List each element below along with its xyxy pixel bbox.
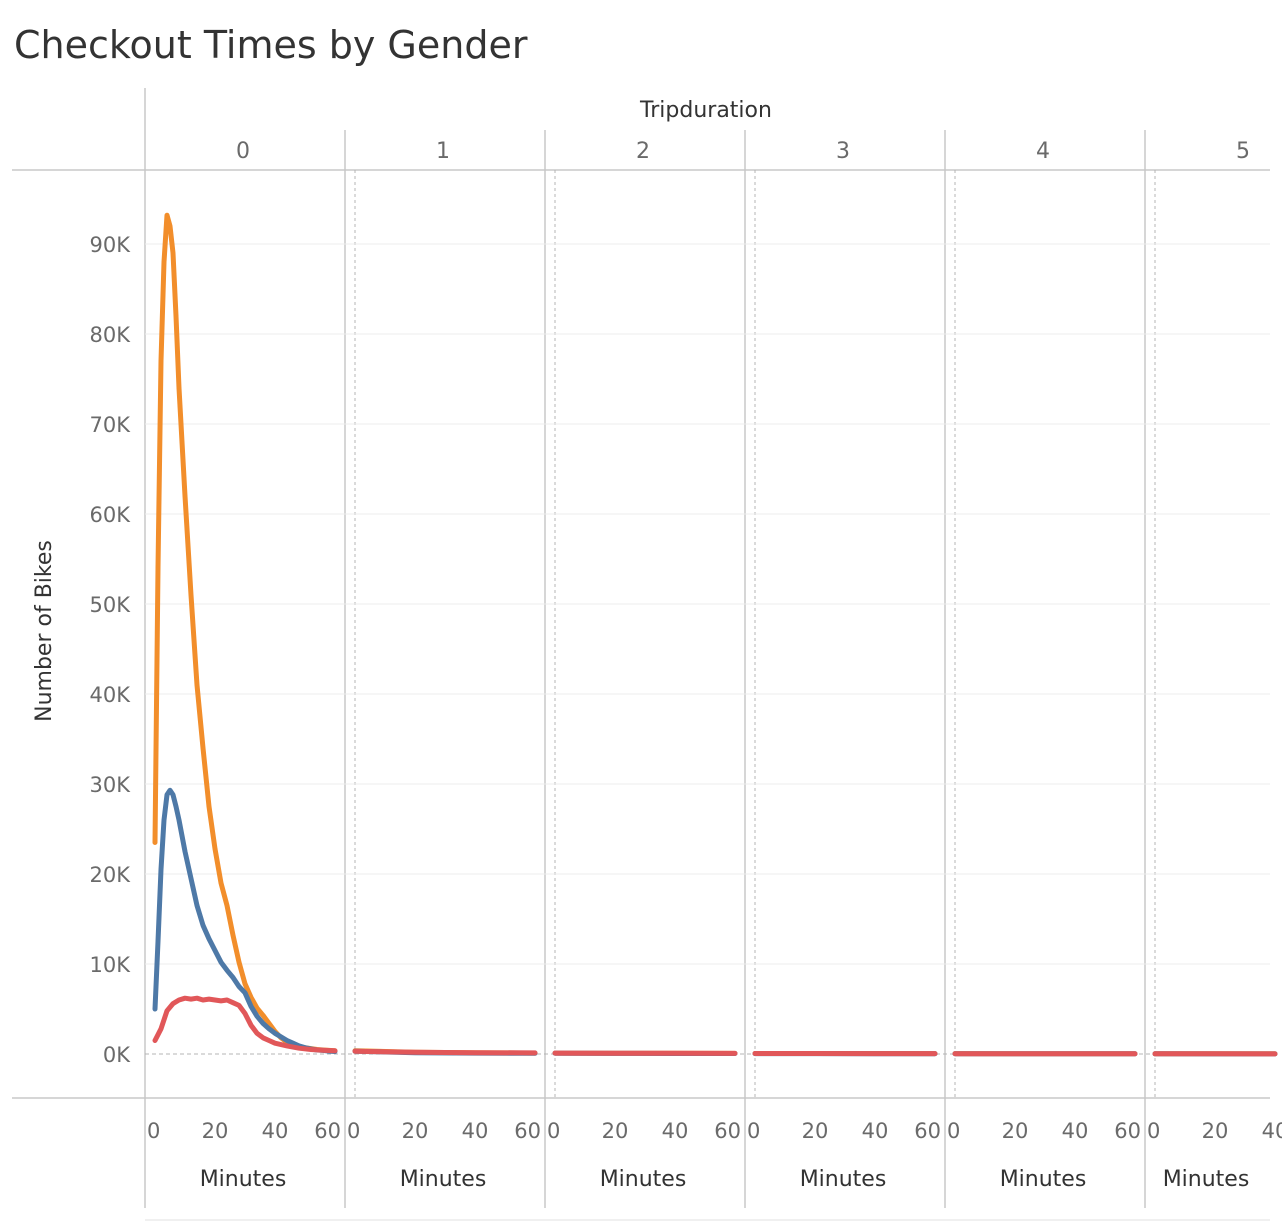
chart-frame <box>12 88 1270 1221</box>
x-tick-label: 20 <box>602 1119 629 1143</box>
y-tick-labels: 0K 10K 20K 30K 40K 50K 60K 70K 80K 90K <box>90 233 132 1067</box>
y-tick-label: 10K <box>90 953 132 977</box>
pane-header: 1 <box>436 139 450 164</box>
x-tick-label: 0 <box>347 1119 360 1143</box>
x-tick-label: 20 <box>1002 1119 1029 1143</box>
x-tick-label: 0 <box>147 1119 160 1143</box>
column-header: Tripduration <box>639 98 772 123</box>
x-tick-label: 20 <box>802 1119 829 1143</box>
series-line <box>152 995 338 1054</box>
x-tick-label: 40 <box>1062 1119 1089 1143</box>
x-axis-title: Minutes <box>600 1167 687 1192</box>
x-axis-title: Minutes <box>800 1167 887 1192</box>
pane-header: 3 <box>836 139 850 164</box>
x-tick-label: 60 <box>914 1119 941 1143</box>
pane-header: 5 <box>1236 139 1250 164</box>
x-tick-label: 40 <box>662 1119 689 1143</box>
pane-header: 0 <box>236 139 250 164</box>
pane-header: 2 <box>636 139 650 164</box>
x-tick-label: 0 <box>1147 1119 1160 1143</box>
x-tick-label: 40 <box>462 1119 489 1143</box>
series-line <box>152 212 338 1054</box>
x-tick-label: 0 <box>947 1119 960 1143</box>
y-tick-label: 50K <box>90 593 132 617</box>
x-axis-title: Minutes <box>1163 1167 1250 1192</box>
x-tick-label: 20 <box>402 1119 429 1143</box>
x-axis-title: Minutes <box>1000 1167 1087 1192</box>
x-tick-label: 60 <box>1114 1119 1141 1143</box>
series-lines <box>152 212 1278 1057</box>
x-tick-label: 40 <box>1262 1119 1282 1143</box>
y-tick-label: 40K <box>90 683 132 707</box>
x-tick-label: 40 <box>862 1119 889 1143</box>
x-tick-label: 60 <box>514 1119 541 1143</box>
x-tick-label: 20 <box>202 1119 229 1143</box>
y-tick-label: 30K <box>90 773 132 797</box>
series-line <box>352 1048 538 1056</box>
pane-headers: 0 1 2 3 4 5 <box>236 139 1250 164</box>
x-tick-label: 40 <box>262 1119 289 1143</box>
chart-title: Checkout Times by Gender <box>14 23 528 67</box>
x-tick-label: 60 <box>314 1119 341 1143</box>
pane-header: 4 <box>1036 139 1050 164</box>
x-tick-label: 0 <box>547 1119 560 1143</box>
y-tick-label: 0K <box>103 1043 131 1067</box>
y-tick-label: 60K <box>90 503 132 527</box>
x-axis-title: Minutes <box>400 1167 487 1192</box>
y-tick-label: 80K <box>90 323 132 347</box>
y-axis-title: Number of Bikes <box>32 540 57 722</box>
gridlines <box>145 243 1270 1055</box>
x-tick-label: 0 <box>747 1119 760 1143</box>
x-tick-label: 60 <box>714 1119 741 1143</box>
y-tick-label: 70K <box>90 413 132 437</box>
y-tick-label: 20K <box>90 863 132 887</box>
x-axis-title: Minutes <box>200 1167 287 1192</box>
y-tick-label: 90K <box>90 233 132 257</box>
x-tick-label: 20 <box>1202 1119 1229 1143</box>
